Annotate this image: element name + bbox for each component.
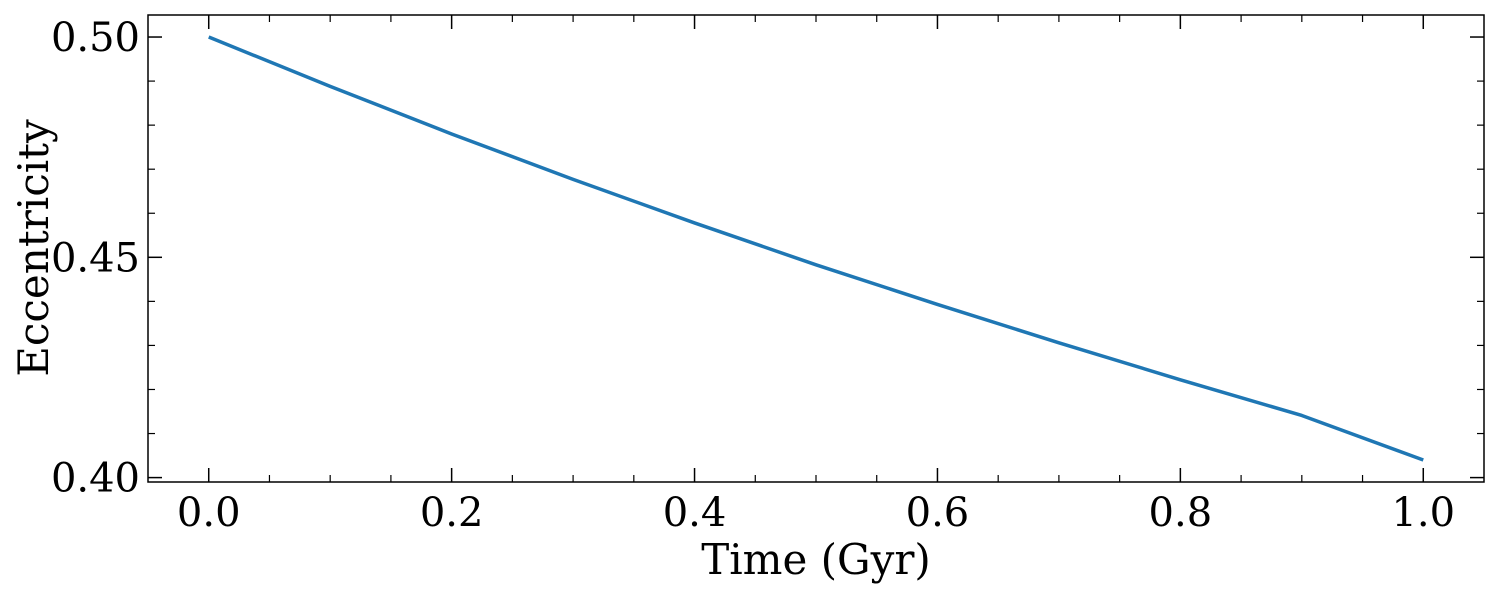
x-tick-label: 1.0 bbox=[1391, 490, 1455, 536]
x-tick-label: 0.2 bbox=[420, 490, 484, 536]
ticks-layer bbox=[148, 15, 1484, 482]
plot-frame bbox=[147, 14, 1485, 483]
y-tick-label: 0.45 bbox=[51, 235, 140, 281]
y-tick-label: 0.50 bbox=[51, 15, 140, 61]
x-tick-label: 0.4 bbox=[663, 490, 727, 536]
x-tick-label: 0.0 bbox=[177, 490, 241, 536]
x-axis-title: Time (Gyr) bbox=[701, 535, 931, 584]
x-tick-label: 0.8 bbox=[1149, 490, 1213, 536]
x-tick-label: 0.6 bbox=[906, 490, 970, 536]
series-line bbox=[208, 35, 1424, 462]
y-axis-title: Eccentricity bbox=[9, 119, 58, 377]
y-tick-label: 0.40 bbox=[51, 456, 140, 502]
series-layer bbox=[208, 35, 1424, 462]
labels-layer: 0.0 0.2 0.4 0.6 0.8 1.0 0.40 0.45 0.50 bbox=[51, 15, 1455, 536]
